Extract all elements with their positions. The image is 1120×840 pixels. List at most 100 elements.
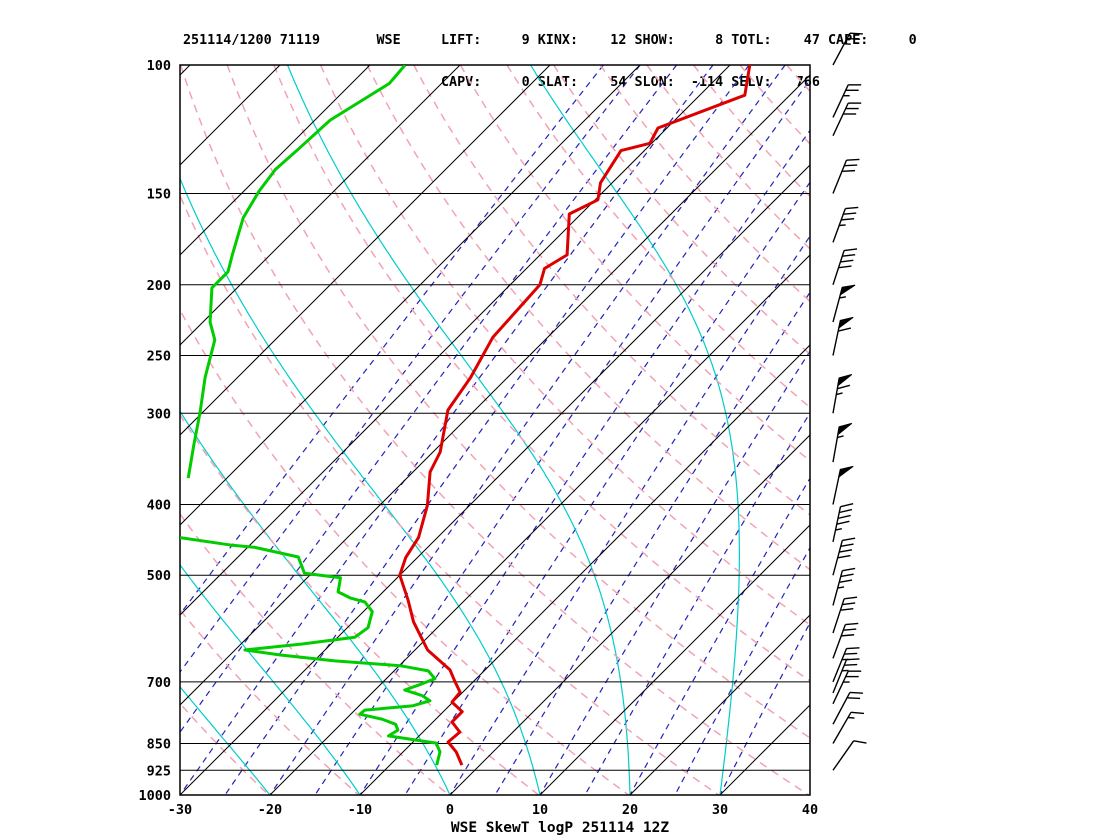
pressure-tick-label: 250: [147, 348, 171, 364]
barb-feather-10kt: [844, 652, 858, 655]
barb-feather-10kt: [837, 384, 851, 390]
pressure-tick-label: 500: [147, 568, 171, 584]
mixing-ratio-line: [719, 621, 810, 795]
dry-adiabat-line: [180, 702, 270, 795]
wind-barb: [832, 206, 859, 243]
barb-feather-10kt: [837, 514, 851, 520]
isotherm-line: [180, 65, 551, 436]
barb-flag-50kt: [837, 374, 853, 387]
barb-flag-50kt: [837, 422, 853, 436]
barb-feather-10kt: [847, 37, 861, 40]
wind-barb: [832, 670, 862, 705]
barb-halffeather-5kt: [835, 527, 842, 531]
header-line-1: 251114/1200 71119 WSE LIFT: 9 KINX: 12 S…: [183, 33, 917, 48]
barb-feather-10kt: [842, 567, 856, 572]
barb-feather-10kt: [839, 579, 853, 583]
barb-feather-10kt: [847, 697, 861, 700]
isotherm-line: [539, 524, 810, 795]
dry-adiabat-line: [833, 65, 1120, 795]
moist-adiabat-line: [180, 176, 541, 795]
temp-tick-label: 20: [622, 802, 638, 818]
isotherm-line: [180, 65, 731, 616]
dry-adiabat-line: [646, 65, 810, 250]
pressure-tick-label: 1000: [138, 788, 171, 804]
pressure-tick-label: 700: [147, 675, 171, 691]
mixing-ratio-line: [449, 235, 810, 795]
dry-adiabat-line: [180, 65, 810, 795]
barb-feather-10kt: [840, 543, 854, 547]
barb-feather-10kt: [850, 711, 865, 715]
dry-adiabat-line: [599, 65, 810, 303]
mixing-ratio-line: [404, 181, 810, 795]
barb-halffeather-5kt: [837, 586, 845, 589]
moist-adiabat-line: [180, 685, 271, 795]
barb-feather-10kt: [846, 158, 860, 161]
mixing-ratio-line: [180, 65, 714, 795]
wind-barb: [832, 537, 856, 576]
moist-adiabat-line: [529, 65, 740, 795]
wind-barb: [832, 374, 853, 414]
isotherm-line: [359, 344, 810, 795]
temp-tick-label: 10: [532, 802, 548, 818]
barb-flag-50kt: [838, 316, 854, 330]
wind-barb: [832, 622, 859, 659]
mixing-ratio-line: [629, 477, 810, 795]
barb-feather-10kt: [839, 508, 853, 514]
barb-feather-10kt: [841, 218, 855, 221]
wind-barb: [832, 658, 860, 694]
barb-feather-10kt: [842, 253, 856, 257]
temp-tick-label: 30: [712, 802, 728, 818]
dry-adiabat-line: [180, 413, 540, 795]
isotherm-line: [180, 164, 810, 795]
barb-feather-10kt: [846, 647, 860, 650]
wind-barb: [832, 691, 863, 725]
chart-footer-label: WSE SkewT logP 251114 12Z: [450, 820, 670, 836]
barb-feather-10kt: [843, 212, 857, 215]
barb-staff: [832, 506, 842, 542]
temp-tick-label: -20: [258, 802, 282, 818]
pressure-tick-label: 850: [147, 736, 171, 752]
pressure-tick-label: 200: [147, 278, 171, 294]
barb-feather-10kt: [845, 206, 859, 210]
dewpoint-curve-upper: [186, 65, 407, 479]
dry-adiabat-line: [413, 65, 810, 516]
barb-feather-10kt: [840, 503, 854, 508]
wind-barb: [832, 465, 854, 505]
pressure-tick-label: 150: [147, 187, 171, 203]
pressure-tick-label: 400: [147, 498, 171, 514]
mixing-ratio-line: [180, 65, 678, 734]
wind-barb: [832, 740, 867, 771]
barb-feather-10kt: [837, 554, 851, 559]
barb-feather-10kt: [841, 634, 855, 637]
temperature-curve: [398, 65, 752, 766]
dry-adiabat-line: [226, 65, 810, 739]
barb-staff: [832, 740, 855, 771]
barb-feather-10kt: [842, 602, 856, 606]
dry-adiabat-line: [459, 65, 810, 462]
barb-feather-10kt: [844, 248, 858, 252]
pressure-tick-label: 925: [147, 763, 171, 779]
barb-feather-10kt: [836, 520, 850, 525]
isotherm-line: [180, 65, 461, 346]
background-lines: [180, 65, 1120, 795]
dry-adiabat-line: [273, 65, 810, 682]
mixing-ratio-line: [269, 65, 786, 795]
barb-feather-10kt: [843, 628, 857, 631]
isotherm-line: [180, 65, 641, 526]
wind-barb: [832, 316, 854, 356]
barb-feather-10kt: [844, 596, 858, 600]
moist-adiabat-line: [180, 563, 361, 795]
moist-adiabat-line: [180, 410, 451, 795]
isotherm-line: [180, 65, 281, 166]
barb-feather-10kt: [844, 164, 858, 167]
mixing-ratio-line: [314, 78, 810, 795]
moist-adiabat-line: [286, 65, 631, 795]
barb-feather-10kt: [842, 537, 856, 542]
wind-barb: [832, 158, 860, 194]
wind-barb: [832, 596, 858, 634]
isotherm-line: [809, 794, 810, 795]
dry-adiabat-line: [506, 65, 810, 409]
wind-barb: [832, 647, 860, 683]
